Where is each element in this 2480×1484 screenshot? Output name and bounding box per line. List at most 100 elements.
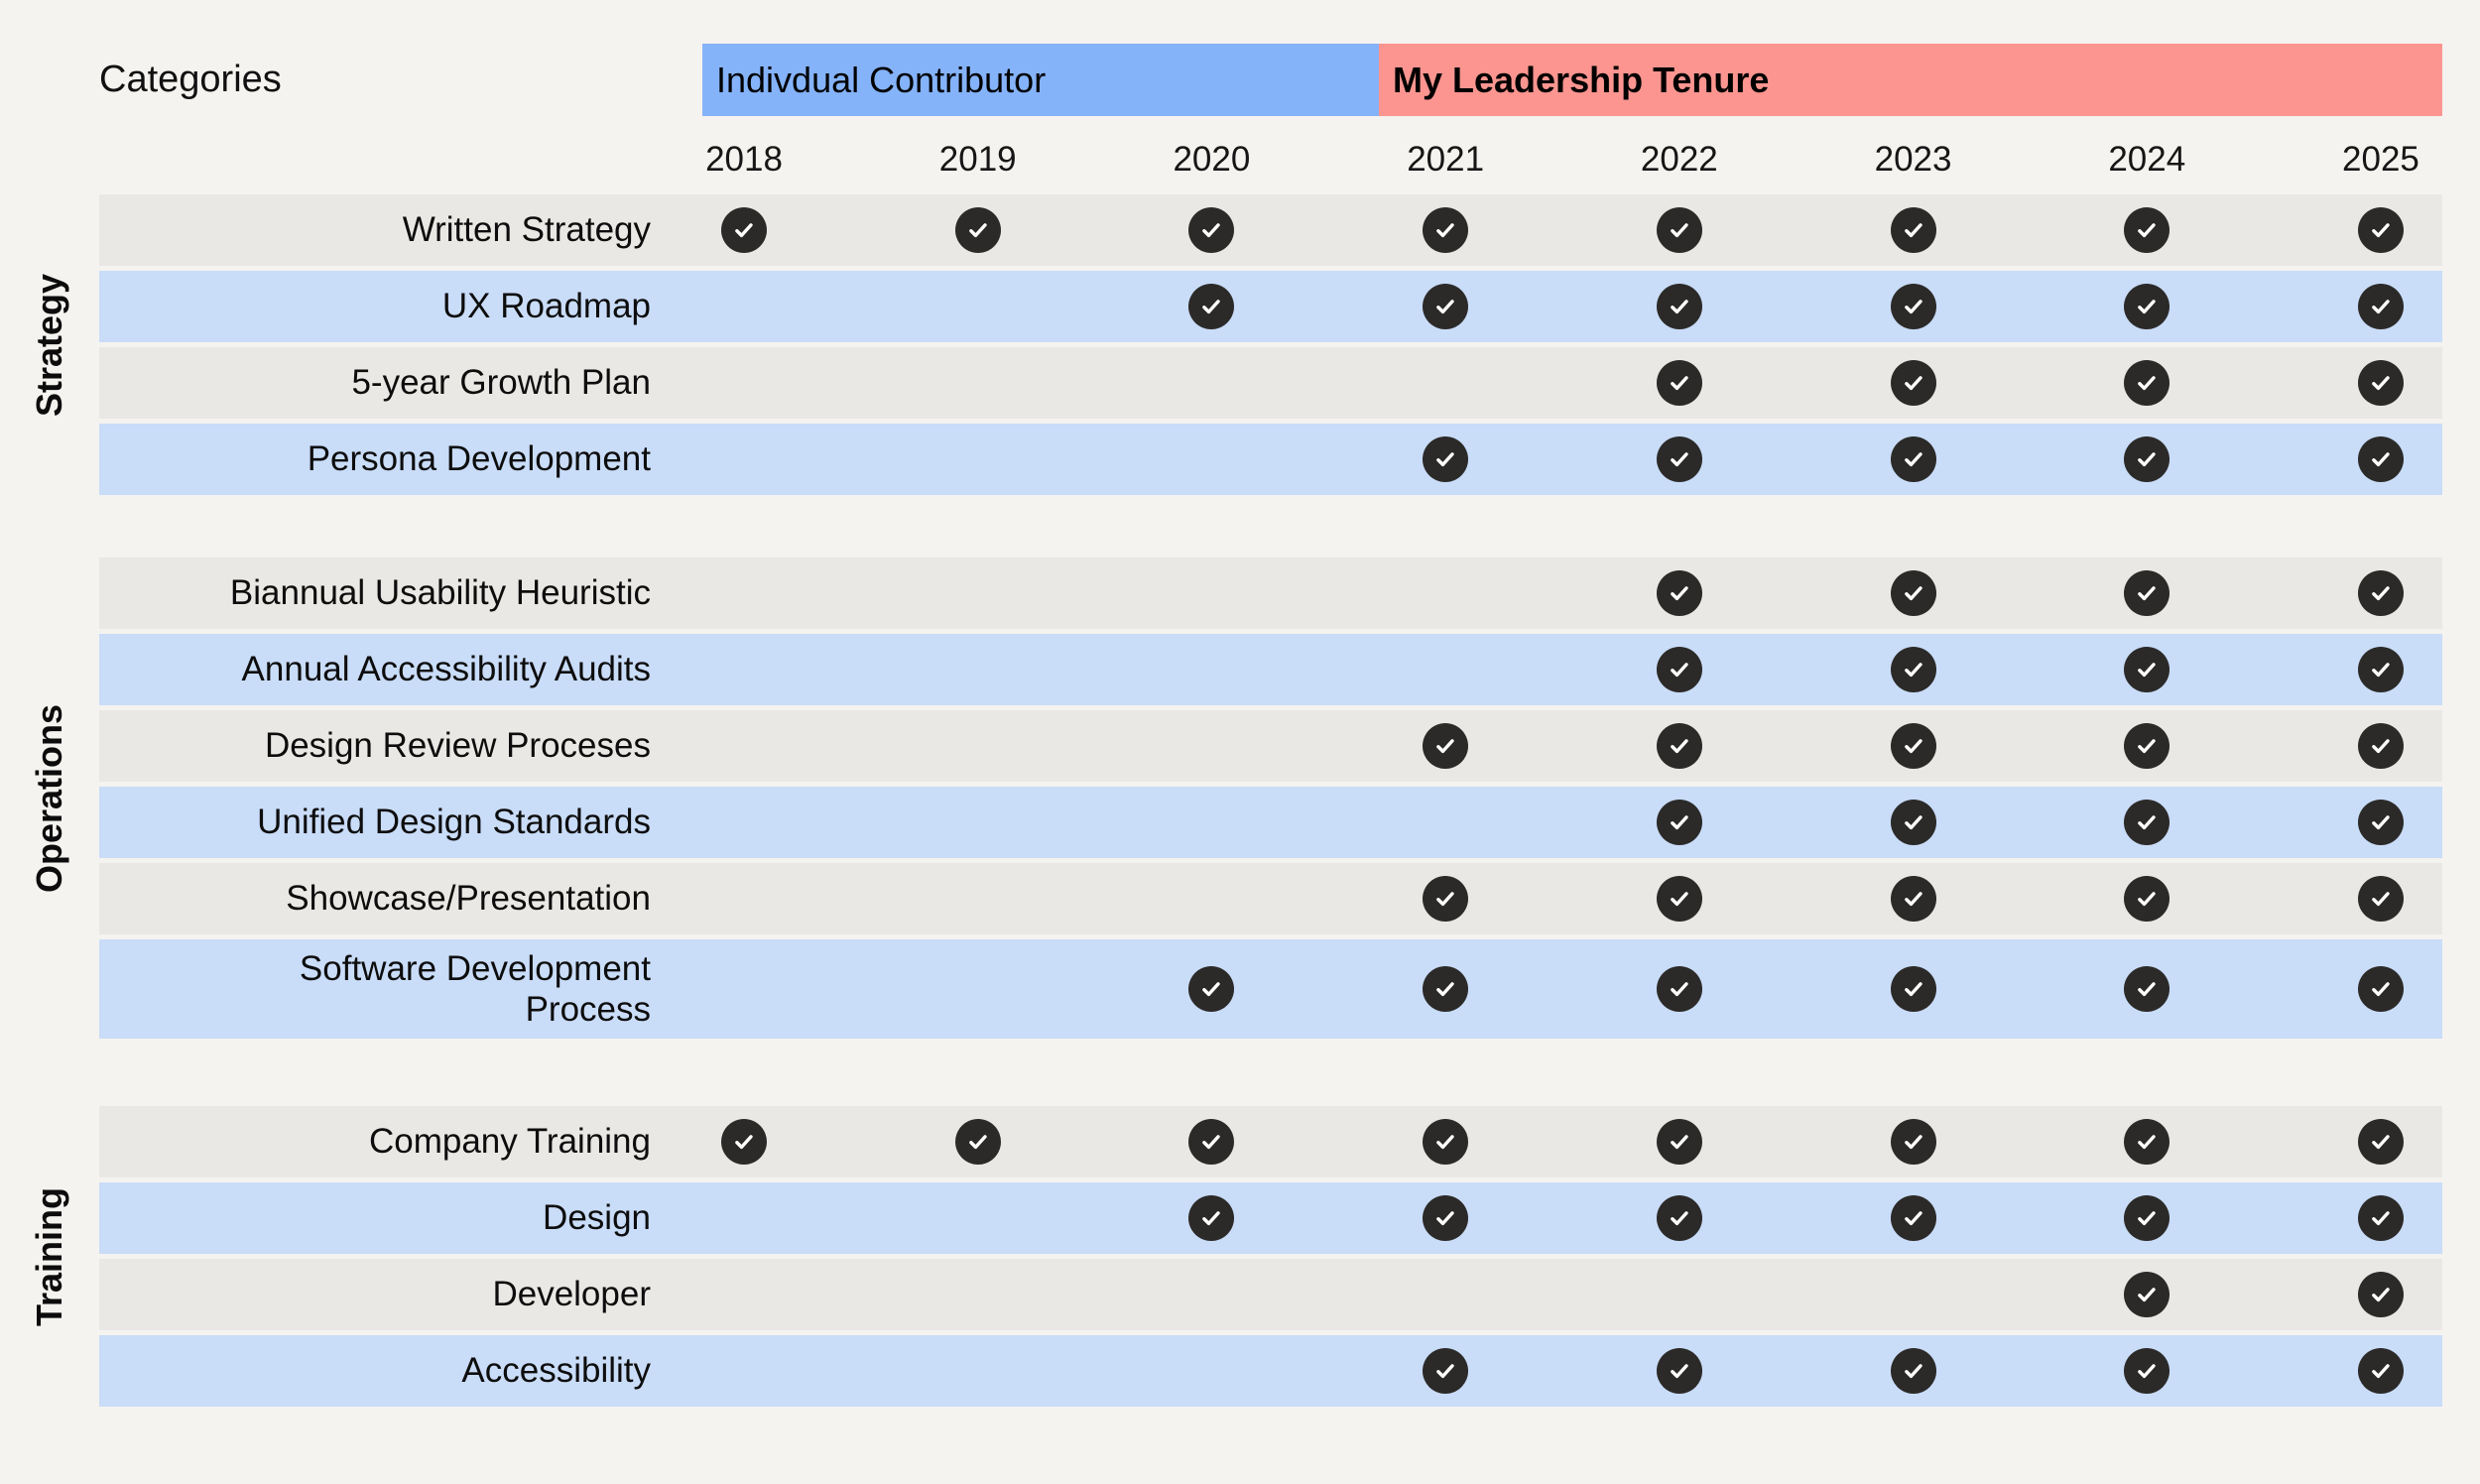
row-label: Company Training (368, 1122, 651, 1162)
table-row: Software Development Process (99, 939, 2442, 1039)
checkmark-icon (2357, 1348, 2404, 1394)
checkmark-icon (1890, 1195, 1936, 1241)
checkmark-icon (2357, 723, 2404, 769)
year-column-header: 2018 (705, 140, 783, 179)
row-label: Design Review Proceses (264, 726, 651, 766)
checkmark-icon (2357, 360, 2404, 406)
row-label: Written Strategy (402, 210, 651, 250)
row-label: Persona Development (307, 439, 651, 479)
year-column-header: 2025 (2342, 140, 2419, 179)
section-label-text: Operations (29, 703, 70, 893)
checkmark-icon (1656, 570, 1702, 616)
checkmark-icon (1890, 723, 1936, 769)
checkmark-icon (1423, 876, 1469, 922)
checkmark-icon (1656, 800, 1702, 845)
checkmark-icon (954, 207, 1001, 253)
table-row: Annual Accessibility Audits (99, 634, 2442, 705)
checkmark-icon (1890, 647, 1936, 692)
row-label: 5-year Growth Plan (351, 363, 651, 403)
table-row: Developer (99, 1259, 2442, 1330)
checkmark-icon (1656, 207, 1702, 253)
checkmark-icon (2357, 570, 2404, 616)
checkmark-icon (954, 1119, 1001, 1165)
year-column-header: 2022 (1640, 140, 1718, 179)
section-strategy: Strategy Written Strategy UX Roadmap 5-year… (29, 194, 2442, 495)
checkmark-icon (2357, 436, 2404, 482)
categories-header-label: Categories (99, 59, 282, 100)
checkmark-icon (1423, 207, 1469, 253)
checkmark-icon (1423, 1195, 1469, 1241)
checkmark-icon (1890, 966, 1936, 1012)
checkmark-icon (1656, 966, 1702, 1012)
section-operations: Operations Biannual Usability Heuristic An… (29, 557, 2442, 1039)
year-columns-header-row: 2018 2019 2020 2021 2022 2023 2024 2025 (99, 139, 2442, 181)
section-training: Training Company Training Design Developer A… (29, 1106, 2442, 1407)
checkmark-icon (1890, 436, 1936, 482)
table-row: Company Training (99, 1106, 2442, 1177)
checkmark-icon (1188, 207, 1235, 253)
row-label: Accessibility (461, 1351, 651, 1391)
checkmark-icon (1188, 966, 1235, 1012)
checkmark-icon (2124, 1348, 2170, 1394)
section-label-text: Strategy (29, 273, 69, 417)
checkmark-icon (1423, 1119, 1469, 1165)
checkmark-icon (1890, 876, 1936, 922)
table-row: UX Roadmap (99, 271, 2442, 342)
matrix-table: Strategy Written Strategy UX Roadmap 5-year… (29, 194, 2442, 1412)
checkmark-icon (2357, 1119, 2404, 1165)
checkmark-icon (1188, 1119, 1235, 1165)
checkmark-icon (1656, 1119, 1702, 1165)
checkmark-icon (1890, 360, 1936, 406)
checkmark-icon (1656, 876, 1702, 922)
row-label: Showcase/Presentation (286, 879, 651, 919)
checkmark-icon (2357, 876, 2404, 922)
checkmark-icon (2124, 284, 2170, 329)
checkmark-icon (2357, 966, 2404, 1012)
era-band-individual-contributor: Indivdual Contributor (702, 44, 1379, 116)
row-label: Developer (492, 1275, 651, 1314)
checkmark-icon (1890, 570, 1936, 616)
checkmark-icon (1890, 1348, 1936, 1394)
checkmark-icon (1423, 436, 1469, 482)
year-column-header: 2019 (938, 140, 1017, 179)
row-label: Software Development Process (299, 948, 651, 1029)
checkmark-icon (1656, 1195, 1702, 1241)
table-row: Written Strategy (99, 194, 2442, 266)
checkmark-icon (2357, 800, 2404, 845)
checkmark-icon (721, 1119, 767, 1165)
checkmark-icon (1656, 436, 1702, 482)
checkmark-icon (2124, 723, 2170, 769)
section-label-strategy: Strategy (0, 194, 99, 495)
year-column-header: 2021 (1407, 140, 1485, 179)
checkmark-icon (1656, 723, 1702, 769)
checkmark-icon (2124, 436, 2170, 482)
checkmark-icon (1423, 1348, 1469, 1394)
table-row: Biannual Usability Heuristic (99, 557, 2442, 629)
section-label-operations: Operations (0, 557, 99, 1039)
checkmark-icon (1656, 284, 1702, 329)
checkmark-icon (1423, 284, 1469, 329)
table-row: Unified Design Standards (99, 787, 2442, 858)
era-band-leadership-tenure: My Leadership Tenure (1379, 44, 2442, 116)
checkmark-icon (2357, 1195, 2404, 1241)
checkmark-icon (1890, 800, 1936, 845)
checkmark-icon (2124, 1272, 2170, 1317)
row-label: Unified Design Standards (257, 803, 651, 842)
checkmark-icon (1656, 1348, 1702, 1394)
table-row: 5-year Growth Plan (99, 347, 2442, 419)
checkmark-icon (1188, 1195, 1235, 1241)
checkmark-icon (2124, 647, 2170, 692)
checkmark-icon (1423, 723, 1469, 769)
checkmark-icon (2124, 800, 2170, 845)
checkmark-icon (1656, 360, 1702, 406)
checkmark-icon (2124, 207, 2170, 253)
year-column-header: 2023 (1874, 140, 1952, 179)
checkmark-icon (2124, 360, 2170, 406)
section-label-text: Training (29, 1186, 70, 1326)
checkmark-icon (721, 207, 767, 253)
checkmark-icon (2357, 1272, 2404, 1317)
table-row: Accessibility (99, 1335, 2442, 1407)
row-label: Biannual Usability Heuristic (229, 573, 651, 613)
checkmark-icon (1890, 284, 1936, 329)
